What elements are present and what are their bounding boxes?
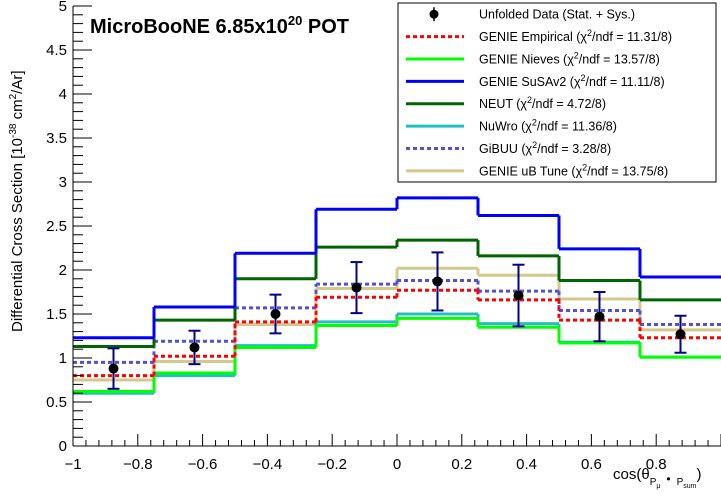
legend-label: GENIE Empirical (χ2/ndf = 11.31/8) — [479, 28, 672, 44]
legend-entry-4: NuWro (χ2/ndf = 11.36/8) — [406, 118, 617, 134]
y-tick-label: 3 — [59, 174, 67, 191]
data-marker — [189, 342, 200, 353]
legend-label: Unfolded Data (Stat. + Sys.) — [479, 8, 635, 22]
y-tick-label: 3.5 — [46, 130, 67, 147]
legend-label: GENIE SuSAv2 (χ2/ndf = 11.11/8) — [479, 73, 665, 89]
y-tick-label: 2.5 — [46, 218, 67, 235]
legend-marker — [429, 9, 439, 19]
data-marker — [108, 363, 119, 374]
x-tick-label: 0.4 — [516, 456, 537, 473]
series-2 — [73, 196, 721, 340]
data-point-1 — [188, 329, 201, 366]
series-1 — [73, 316, 721, 393]
data-marker — [432, 276, 443, 287]
legend-entry-5: GiBUU (χ2/ndf = 3.28/8) — [406, 140, 611, 156]
data-point-7 — [674, 314, 687, 354]
legend-label: NuWro (χ2/ndf = 11.36/8) — [479, 118, 617, 134]
data-marker — [594, 311, 605, 322]
legend-entry-data: Unfolded Data (Stat. + Sys.) — [429, 7, 635, 22]
legend-label: GENIE uB Tune (χ2/ndf = 13.75/8) — [479, 162, 668, 178]
x-axis-title: cos(θPμ• Psum) — [613, 466, 702, 490]
data-point-5 — [512, 263, 525, 328]
y-tick-label: 4 — [59, 86, 67, 103]
x-tick-label: −0.6 — [188, 456, 218, 473]
series-0 — [73, 288, 721, 378]
data-point-6 — [593, 291, 606, 343]
data-layer — [107, 251, 687, 390]
x-tick-label: 0.2 — [451, 456, 472, 473]
axes-layer: −1 −0.8 −0.6 −0.4 −0.2 0 0.2 0.4 0.6 0.8 0 0.5 1 1.5 2… — [46, 0, 721, 473]
chart-title: MicroBooNE 6.85x1020 POT — [90, 13, 349, 38]
legend-label: GiBUU (χ2/ndf = 3.28/8) — [479, 140, 611, 156]
legend: Unfolded Data (Stat. + Sys.) GENIE Empiri… — [397, 2, 717, 183]
series-layer — [73, 196, 721, 395]
data-point-4 — [431, 251, 444, 312]
y-tick-label: 4.5 — [46, 42, 67, 59]
x-tick-label: 0 — [393, 456, 401, 473]
data-marker — [675, 329, 686, 340]
data-marker — [351, 282, 362, 293]
data-point-3 — [350, 261, 363, 315]
legend-box — [397, 2, 717, 183]
legend-label: GENIE Nieves (χ2/ndf = 13.57/8) — [479, 50, 660, 66]
legend-entry-6: GENIE uB Tune (χ2/ndf = 13.75/8) — [406, 162, 668, 178]
series-3 — [73, 238, 721, 349]
x-tick-label: 0.8 — [646, 456, 667, 473]
data-point-0 — [107, 347, 120, 390]
legend-entry-1: GENIE Nieves (χ2/ndf = 13.57/8) — [406, 50, 660, 66]
y-axis-title: Differential Cross Section [10-38 cm2/Ar… — [8, 70, 26, 332]
legend-entry-3: NEUT (χ2/ndf = 4.72/8) — [406, 95, 606, 111]
x-tick-label: 0.6 — [581, 456, 602, 473]
y-tick-label: 0 — [59, 438, 67, 455]
y-tick-label: 1 — [59, 350, 67, 367]
data-point-2 — [269, 293, 282, 335]
legend-label: NEUT (χ2/ndf = 4.72/8) — [479, 95, 606, 111]
x-tick-label: −1 — [64, 456, 81, 473]
legend-entry-0: GENIE Empirical (χ2/ndf = 11.31/8) — [406, 28, 672, 44]
x-tick-label: −0.4 — [253, 456, 283, 473]
y-tick-label: 2 — [59, 262, 67, 279]
y-tick-label: 1.5 — [46, 306, 67, 323]
x-tick-label: −0.2 — [317, 456, 347, 473]
x-tick-label: −0.8 — [123, 456, 153, 473]
legend-entry-2: GENIE SuSAv2 (χ2/ndf = 11.11/8) — [406, 73, 665, 89]
y-tick-label: 0.5 — [46, 394, 67, 411]
y-tick-label: 5 — [59, 0, 67, 15]
data-marker — [270, 309, 281, 319]
data-marker — [513, 290, 524, 301]
